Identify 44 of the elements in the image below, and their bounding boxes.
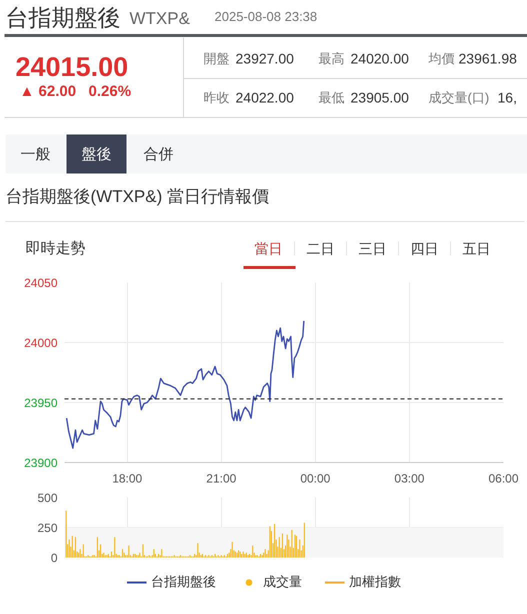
text: 最低 xyxy=(318,90,344,105)
text: 0.26% xyxy=(88,83,132,100)
y-tick-label: 24000 xyxy=(24,336,58,350)
y-tick-label: 24050 xyxy=(24,276,58,290)
text: 台指期盤後(WTXP&) 當日行情報價 xyxy=(6,187,269,206)
text: 昨收 xyxy=(204,90,230,105)
x-tick-label: 21:00 xyxy=(206,472,237,486)
text: 盤後 xyxy=(82,146,112,163)
text: 2025-08-08 23:38 xyxy=(214,9,318,24)
text: 二日 xyxy=(306,240,334,256)
chart-title: 即時走勢 xyxy=(26,240,86,257)
legend-label: 台指期盤後 xyxy=(151,573,216,591)
text: 24015.00 xyxy=(16,52,128,82)
y-tick-label: 23900 xyxy=(24,456,58,470)
line-series xyxy=(66,320,305,449)
y-tick-label: 500 xyxy=(37,491,58,505)
text: 五日 xyxy=(462,240,490,256)
text: WTXP& xyxy=(130,9,191,28)
text: 23961.98 xyxy=(458,50,518,66)
text: 台指期盤後 xyxy=(6,4,120,30)
text: 三日 xyxy=(358,240,386,256)
text: 四日 xyxy=(410,240,438,256)
text: 成交量(口) xyxy=(428,90,490,105)
y-tick-label: 250 xyxy=(37,521,58,535)
text: 24022.00 xyxy=(236,90,294,106)
text: 合併 xyxy=(144,146,174,163)
text: 開盤 xyxy=(204,51,230,66)
x-tick-label: 03:00 xyxy=(394,472,425,486)
x-tick-label: 06:00 xyxy=(488,472,519,486)
x-tick-label: 18:00 xyxy=(112,472,143,486)
text: 23905.00 xyxy=(350,90,410,106)
y-tick-label: 23950 xyxy=(24,396,58,410)
x-tick-label: 00:00 xyxy=(300,472,331,486)
text: 24020.00 xyxy=(350,50,410,66)
text: 均價 xyxy=(428,51,454,66)
text: ▲ 62.00 xyxy=(20,83,76,100)
y-tick-label: 0 xyxy=(50,551,58,565)
legend-label: 加權指數 xyxy=(349,573,401,591)
legend-label: 成交量 xyxy=(263,573,302,591)
text: 一般 xyxy=(20,146,50,163)
text: 23927.00 xyxy=(236,50,294,66)
text: 16, xyxy=(498,90,517,106)
text: 當日 xyxy=(254,240,282,256)
text: 最高 xyxy=(318,51,344,66)
